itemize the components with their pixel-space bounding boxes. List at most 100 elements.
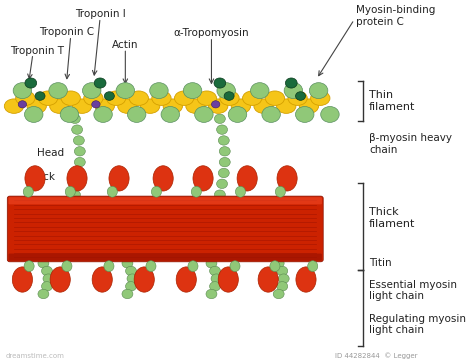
Ellipse shape	[118, 99, 137, 113]
Ellipse shape	[27, 99, 46, 113]
Ellipse shape	[299, 99, 319, 113]
Ellipse shape	[62, 261, 72, 272]
Ellipse shape	[107, 186, 118, 197]
Text: Essential myosin
light chain: Essential myosin light chain	[369, 280, 457, 301]
Ellipse shape	[84, 91, 103, 106]
Ellipse shape	[38, 91, 58, 106]
Ellipse shape	[197, 91, 217, 106]
Circle shape	[210, 282, 220, 291]
Circle shape	[206, 289, 217, 299]
Ellipse shape	[277, 99, 296, 113]
Ellipse shape	[236, 186, 246, 197]
Text: Troponin I: Troponin I	[75, 9, 126, 19]
Ellipse shape	[174, 91, 194, 106]
Ellipse shape	[104, 261, 114, 272]
Circle shape	[116, 83, 135, 99]
Ellipse shape	[176, 267, 196, 292]
Text: Thick
filament: Thick filament	[369, 207, 415, 229]
Circle shape	[42, 266, 53, 276]
Circle shape	[128, 107, 146, 122]
Ellipse shape	[151, 186, 162, 197]
FancyBboxPatch shape	[9, 253, 322, 261]
Ellipse shape	[65, 186, 75, 197]
Ellipse shape	[95, 99, 114, 113]
Circle shape	[278, 274, 289, 283]
Ellipse shape	[163, 99, 182, 113]
Circle shape	[72, 179, 82, 189]
Ellipse shape	[153, 166, 173, 191]
Circle shape	[277, 266, 288, 276]
Ellipse shape	[152, 91, 171, 106]
Ellipse shape	[73, 99, 92, 113]
Circle shape	[211, 274, 222, 283]
Circle shape	[321, 107, 339, 122]
Ellipse shape	[24, 261, 34, 272]
Circle shape	[35, 92, 45, 100]
Ellipse shape	[243, 91, 262, 106]
Circle shape	[18, 101, 27, 108]
Ellipse shape	[310, 91, 330, 106]
Circle shape	[273, 289, 284, 299]
Ellipse shape	[258, 267, 278, 292]
Circle shape	[43, 274, 54, 283]
Ellipse shape	[237, 166, 257, 191]
Circle shape	[217, 125, 228, 134]
Ellipse shape	[230, 261, 240, 272]
Circle shape	[310, 83, 328, 99]
Circle shape	[214, 190, 225, 199]
Ellipse shape	[140, 99, 160, 113]
Text: α-Tropomyosin: α-Tropomyosin	[173, 28, 249, 38]
Circle shape	[183, 83, 202, 99]
Text: Regulating myosin
light chain: Regulating myosin light chain	[369, 314, 466, 336]
Ellipse shape	[265, 91, 284, 106]
Ellipse shape	[308, 261, 318, 272]
Circle shape	[195, 107, 213, 122]
Circle shape	[210, 266, 220, 276]
Circle shape	[273, 258, 284, 268]
Circle shape	[73, 136, 84, 145]
Text: Head: Head	[37, 148, 64, 158]
Circle shape	[70, 190, 81, 199]
Circle shape	[295, 92, 306, 100]
Ellipse shape	[193, 166, 213, 191]
Circle shape	[49, 83, 67, 99]
Circle shape	[206, 258, 217, 268]
Circle shape	[38, 258, 49, 268]
Circle shape	[72, 125, 82, 134]
Text: β-myosin heavy
chain: β-myosin heavy chain	[369, 133, 452, 155]
Ellipse shape	[12, 267, 33, 292]
Circle shape	[74, 147, 85, 156]
Circle shape	[92, 101, 100, 108]
Circle shape	[219, 147, 230, 156]
Circle shape	[262, 107, 280, 122]
Ellipse shape	[275, 186, 285, 197]
Circle shape	[228, 107, 247, 122]
Circle shape	[25, 107, 43, 122]
Text: Titin: Titin	[369, 258, 392, 268]
Ellipse shape	[23, 186, 33, 197]
Ellipse shape	[288, 91, 307, 106]
Circle shape	[161, 107, 180, 122]
Circle shape	[122, 289, 133, 299]
Ellipse shape	[220, 91, 239, 106]
Text: Actin: Actin	[112, 40, 138, 51]
Circle shape	[25, 78, 36, 88]
Ellipse shape	[191, 186, 201, 197]
Text: Myosin-binding
protein C: Myosin-binding protein C	[356, 5, 436, 27]
FancyBboxPatch shape	[9, 197, 322, 205]
Ellipse shape	[254, 99, 273, 113]
Circle shape	[126, 266, 137, 276]
Circle shape	[94, 78, 106, 88]
Circle shape	[219, 168, 229, 178]
Text: dreamstime.com: dreamstime.com	[6, 353, 64, 359]
Circle shape	[74, 158, 85, 167]
Circle shape	[277, 282, 288, 291]
Ellipse shape	[296, 267, 316, 292]
Circle shape	[251, 83, 269, 99]
Circle shape	[217, 179, 228, 189]
Circle shape	[94, 107, 112, 122]
Circle shape	[82, 83, 101, 99]
Circle shape	[219, 136, 229, 145]
Ellipse shape	[277, 166, 297, 191]
Ellipse shape	[109, 166, 129, 191]
